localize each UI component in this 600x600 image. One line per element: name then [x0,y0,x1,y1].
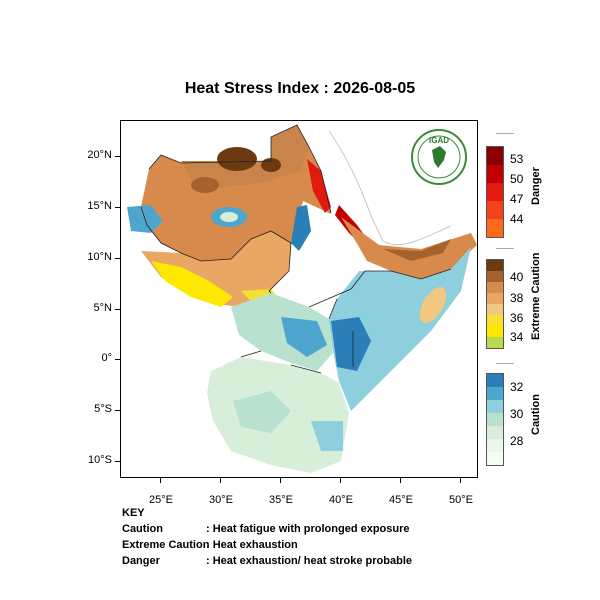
lat-tick [115,309,120,310]
extreme-tick-label: 38 [510,291,524,305]
lon-label: 45°E [389,494,413,506]
legend-separator [496,133,514,134]
caution-tick-label: 28 [510,434,524,448]
extreme-tick-label: 34 [510,330,524,344]
lat-label: 0° [101,352,112,364]
region-somalia [329,247,471,411]
hot-spot-1 [217,147,257,171]
lat-tick [115,207,120,208]
heat-stress-map [120,120,478,478]
lat-label: 10°S [88,454,112,466]
region-ethiopia-west-edge [291,205,311,251]
lat-label: 5°N [93,302,112,314]
key-desc: : Heat fatigue with prolonged exposure [206,523,410,535]
caution-colorbar [486,373,504,466]
region-tanzania-coast [311,421,343,451]
extreme-tick-label: 40 [510,270,524,284]
extreme-tick-label: 36 [510,311,524,325]
legend-separator [496,248,514,249]
lon-tick [160,478,161,483]
region-horn-north-hot [383,239,451,261]
caution-legend-title: Caution [530,394,542,435]
key-term: Caution [122,523,163,535]
region-danger-coast-north [307,159,331,213]
lat-tick [115,156,120,157]
igad-logo: IGAD [410,128,468,186]
region-west-caution-core [220,212,238,222]
lon-label: 50°E [449,494,473,506]
lon-tick [340,478,341,483]
caution-tick-label: 30 [510,407,524,421]
danger-tick-label: 53 [510,152,524,166]
lat-label: 10°N [87,251,112,263]
region-yellow-belt [151,261,233,307]
key-row-extreme-caution: Extreme Caution : Heat exhaustion [122,539,298,551]
hot-spot-3 [191,177,219,193]
lon-tick [460,478,461,483]
key-term: Danger [122,555,160,567]
lat-tick [115,359,120,360]
key-term: Extreme Caution [122,539,210,551]
map-svg [127,124,477,473]
danger-legend-title: Danger [530,167,542,205]
lat-tick [115,461,120,462]
lon-label: 35°E [269,494,293,506]
key-row-caution: Caution : Heat fatigue with prolonged ex… [122,523,410,535]
key-heading: KEY [122,507,145,519]
region-horn-north [341,217,477,279]
lat-label: 15°N [87,200,112,212]
map-title: Heat Stress Index : 2026-08-05 [184,80,416,97]
lon-label: 30°E [209,494,233,506]
region-somalia-warm [419,286,447,324]
lat-tick [115,410,120,411]
danger-colorbar [486,146,504,238]
key-desc: : Heat exhaustion [206,539,298,551]
lon-label: 40°E [329,494,353,506]
lon-tick [400,478,401,483]
coastline-outline [328,130,452,246]
country-borders [140,124,452,374]
region-tanzania-mid [233,391,291,433]
danger-tick-label: 44 [510,212,524,226]
lon-tick [280,478,281,483]
lat-tick [115,258,120,259]
region-kenya-east [331,317,371,371]
region-north-sudan-shade [181,125,309,187]
caution-tick-label: 32 [510,380,524,394]
extreme-caution-colorbar [486,259,504,349]
key-row-danger: Danger : Heat exhaustion/ heat stroke pr… [122,555,412,567]
danger-tick-label: 47 [510,192,524,206]
lon-label: 25°E [149,494,173,506]
lat-label: 20°N [87,149,112,161]
lon-tick [220,478,221,483]
region-lake-victoria-area [281,317,327,357]
extreme-caution-legend-title: Extreme Caution [530,252,542,340]
key-desc: : Heat exhaustion/ heat stroke probable [206,555,412,567]
legend-separator [496,363,514,364]
lat-label: 5°S [94,403,112,415]
danger-tick-label: 50 [510,172,524,186]
svg-text:IGAD: IGAD [429,136,449,145]
